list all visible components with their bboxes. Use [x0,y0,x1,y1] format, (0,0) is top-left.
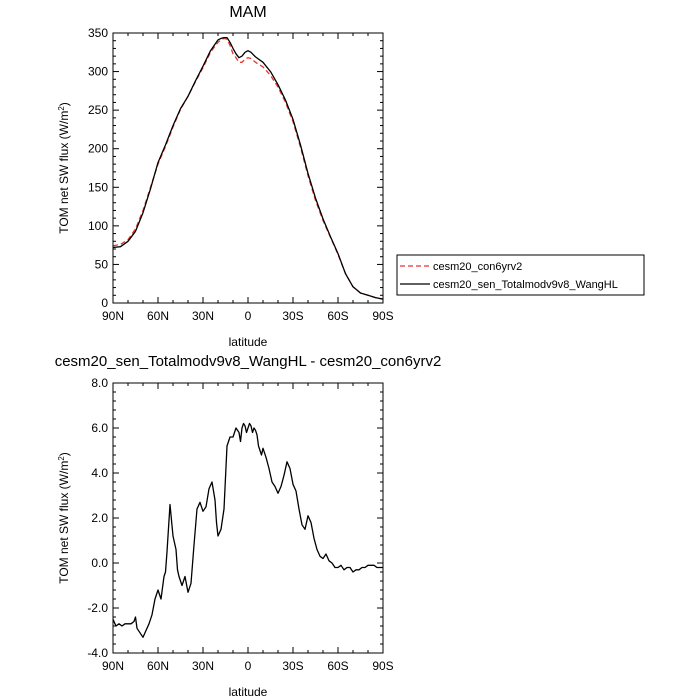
axes-ticks: 90N 60N 30N 0 30S 60S 90S 0 50 100 150 200 250 300 350 [88,26,394,323]
x-axis-label: latitude [229,335,268,349]
series-line-cesm20-con6yrv2 [112,37,384,300]
legend: cesm20_con6yrv2 cesm20_sen_Totalmodv9v8_… [396,254,645,296]
x-tick-label: 60N [147,309,169,323]
panel-bottom: cesm20_sen_Totalmodv9v8_WangHL - cesm20_… [55,353,442,699]
y-tick-label: -2.0 [87,601,108,615]
y-axis-label-text: TOM net SW flux (W/m [57,461,71,584]
x-tick-label: 90N [102,659,124,673]
y-tick-label: 2.0 [91,511,108,525]
y-tick-label: 100 [88,219,108,233]
legend-label-totalmod: cesm20_sen_Totalmodv9v8_WangHL [433,279,618,291]
y-tick-label: 4.0 [91,466,108,480]
legend-box [396,254,645,296]
y-tick-label: 8.0 [91,376,108,390]
x-tick-label: 60S [327,309,348,323]
y-tick-label: 300 [88,65,108,79]
y-axis-label-text: TOM net SW flux (W/m [57,111,71,234]
axes-ticks: 90N 60N 30N 0 30S 60S 90S -4.0 -2.0 0.0 2.0 4.0 6.0 8… [87,376,393,673]
series-line-difference [112,422,383,638]
plot-frame [112,32,384,304]
y-tick-label: 0.0 [91,556,108,570]
y-axis-label-close: ) [57,102,71,106]
x-tick-label: 90S [372,309,393,323]
line-series-group [112,36,384,300]
x-tick-label: 90S [372,659,393,673]
y-tick-label: -4.0 [87,646,108,660]
x-axis-label: latitude [229,685,268,699]
x-tick-label: 60N [147,659,169,673]
y-tick-label: 6.0 [91,421,108,435]
chart-title: MAM [229,4,266,21]
plot-frame [112,382,384,654]
y-axis-label-close: ) [57,452,71,456]
y-axis-label: TOM net SW flux (W/m2) [57,452,71,584]
x-tick-label: 60S [327,659,348,673]
y-tick-label: 200 [88,142,108,156]
y-axis-label-superscript: 2 [57,106,66,111]
x-tick-label: 30N [192,659,214,673]
x-tick-label: 0 [245,309,252,323]
x-tick-label: 30S [282,309,303,323]
panel-top: MAM 90N 60N 30N 0 30S 60S 90S 0 50 100 150 200 250 30… [57,4,645,349]
y-tick-label: 50 [95,257,109,271]
y-tick-label: 250 [88,103,108,117]
legend-label-con6yrv2: cesm20_con6yrv2 [433,261,522,273]
series-line-cesm20-sen-totalmodv9v8-wanghl [112,36,384,300]
x-tick-label: 90N [102,309,124,323]
y-axis-label: TOM net SW flux (W/m2) [57,102,71,234]
y-axis-label-superscript: 2 [57,456,66,461]
x-tick-label: 30N [192,309,214,323]
x-tick-label: 0 [245,659,252,673]
y-tick-label: 0 [101,296,108,310]
y-tick-label: 350 [88,26,108,40]
chart-title: cesm20_sen_Totalmodv9v8_WangHL - cesm20_… [55,353,442,370]
line-series-group [112,422,383,638]
y-tick-label: 150 [88,180,108,194]
x-tick-label: 30S [282,659,303,673]
